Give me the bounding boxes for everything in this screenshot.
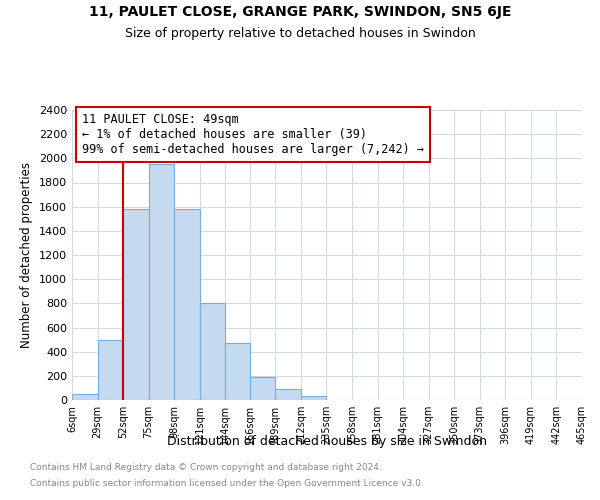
Bar — [98, 340, 123, 400]
Bar — [123, 209, 149, 400]
Bar — [174, 209, 200, 400]
Bar — [149, 164, 174, 400]
Y-axis label: Number of detached properties: Number of detached properties — [20, 162, 34, 348]
Text: 11, PAULET CLOSE, GRANGE PARK, SWINDON, SN5 6JE: 11, PAULET CLOSE, GRANGE PARK, SWINDON, … — [89, 5, 511, 19]
Text: Contains HM Land Registry data © Crown copyright and database right 2024.: Contains HM Land Registry data © Crown c… — [30, 464, 382, 472]
Bar — [72, 394, 98, 400]
Text: Distribution of detached houses by size in Swindon: Distribution of detached houses by size … — [167, 435, 487, 448]
Text: 11 PAULET CLOSE: 49sqm
← 1% of detached houses are smaller (39)
99% of semi-deta: 11 PAULET CLOSE: 49sqm ← 1% of detached … — [82, 113, 424, 156]
Bar — [226, 343, 250, 400]
Bar — [275, 388, 301, 400]
Bar — [200, 304, 226, 400]
Bar — [250, 377, 275, 400]
Bar — [301, 396, 326, 400]
Text: Contains public sector information licensed under the Open Government Licence v3: Contains public sector information licen… — [30, 478, 424, 488]
Text: Size of property relative to detached houses in Swindon: Size of property relative to detached ho… — [125, 28, 475, 40]
